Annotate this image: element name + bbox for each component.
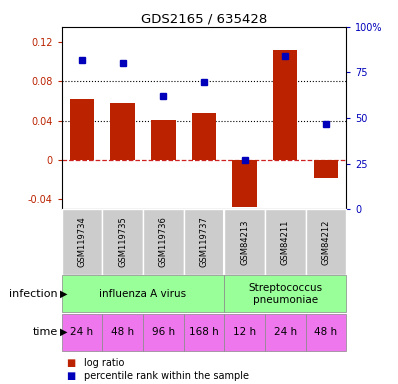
Bar [183, 209, 224, 275]
Bar [306, 314, 346, 351]
Bar [273, 50, 297, 160]
Bar [224, 275, 346, 312]
Bar [265, 314, 306, 351]
Text: influenza A virus: influenza A virus [100, 289, 187, 299]
Text: 48 h: 48 h [111, 327, 134, 337]
Text: GSM84211: GSM84211 [281, 219, 290, 265]
Text: 48 h: 48 h [314, 327, 338, 337]
Bar [232, 160, 257, 207]
Bar [70, 99, 94, 160]
Text: GSM84213: GSM84213 [240, 219, 249, 265]
Text: ▶: ▶ [60, 327, 67, 337]
Bar [224, 314, 265, 351]
Bar [111, 103, 135, 160]
Text: Streptococcus
pneumoniae: Streptococcus pneumoniae [248, 283, 322, 305]
Bar [183, 314, 224, 351]
Text: 96 h: 96 h [152, 327, 175, 337]
Text: GSM84212: GSM84212 [322, 219, 330, 265]
Bar [143, 314, 183, 351]
Text: percentile rank within the sample: percentile rank within the sample [84, 371, 249, 381]
Text: GSM119735: GSM119735 [118, 217, 127, 267]
Bar [306, 209, 346, 275]
Text: GSM119734: GSM119734 [78, 217, 86, 267]
Text: infection: infection [9, 289, 58, 299]
Title: GDS2165 / 635428: GDS2165 / 635428 [141, 13, 267, 26]
Text: 168 h: 168 h [189, 327, 219, 337]
Text: 24 h: 24 h [274, 327, 297, 337]
Bar [192, 113, 216, 160]
Text: ■: ■ [66, 371, 75, 381]
Text: log ratio: log ratio [84, 358, 124, 368]
Text: 12 h: 12 h [233, 327, 256, 337]
Text: GSM119737: GSM119737 [199, 217, 209, 267]
Bar [102, 209, 143, 275]
Bar [62, 209, 102, 275]
Bar [265, 209, 306, 275]
Text: ■: ■ [66, 358, 75, 368]
Text: GSM119736: GSM119736 [159, 217, 168, 267]
Text: time: time [33, 327, 58, 337]
Bar [143, 209, 183, 275]
Bar [224, 209, 265, 275]
Bar [62, 314, 102, 351]
Bar [151, 119, 176, 160]
Bar [62, 275, 224, 312]
Bar [102, 314, 143, 351]
Text: 24 h: 24 h [70, 327, 94, 337]
Bar [314, 160, 338, 178]
Text: ▶: ▶ [60, 289, 67, 299]
